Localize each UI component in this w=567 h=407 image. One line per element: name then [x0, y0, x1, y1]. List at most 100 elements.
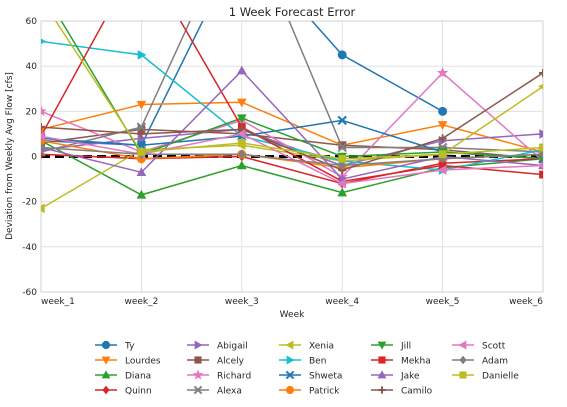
- series-danielle: [54, 21, 543, 163]
- legend-label: Lourdes: [125, 357, 161, 367]
- legend-label: Diana: [125, 372, 151, 382]
- legend-marker: [378, 356, 386, 364]
- legend-item: Camilo: [371, 386, 433, 397]
- data-point: [337, 187, 348, 197]
- legend-item: Ty: [95, 340, 135, 352]
- data-point: [237, 139, 246, 147]
- legend-label: Ben: [309, 357, 326, 367]
- x-axis-label: Week: [280, 310, 305, 320]
- data-point: [338, 160, 347, 171]
- data-point: [41, 131, 45, 142]
- legend-item: Richard: [187, 369, 251, 382]
- data-point: [236, 65, 247, 75]
- x-tick-label: week_4: [325, 297, 359, 307]
- series-line: [41, 21, 543, 153]
- data-point: [539, 129, 543, 139]
- legend-marker: [378, 386, 386, 394]
- x-stroke: [538, 157, 543, 164]
- data-point: [438, 134, 447, 143]
- legend-item: Abigail: [187, 340, 248, 352]
- legend-item: Alexa: [187, 385, 242, 397]
- x-tick-label: week_5: [426, 297, 460, 307]
- series-line: [54, 21, 543, 160]
- chart-title: 1 Week Forecast Error: [229, 5, 356, 19]
- data-point: [539, 149, 543, 160]
- data-point: [236, 160, 247, 170]
- legend-marker: [192, 369, 204, 380]
- data-point: [41, 123, 45, 132]
- series-line: [41, 72, 543, 171]
- series-line: [41, 21, 543, 183]
- legend-item: Scott: [452, 340, 506, 352]
- legend-item: Danielle: [452, 371, 519, 382]
- data-point: [136, 122, 147, 132]
- legend-label: Mekha: [401, 357, 431, 367]
- legend-marker: [194, 340, 203, 350]
- series-line: [41, 153, 543, 185]
- axes: -60 -40 -20 0 20 40 60 week_1 week_2 week_3 week_4…: [22, 17, 544, 307]
- data-point: [137, 129, 146, 138]
- series-line: [41, 146, 543, 167]
- legend-marker: [285, 370, 295, 380]
- legend-label: Ty: [124, 342, 135, 352]
- legend-label: Richard: [217, 372, 251, 382]
- legend-marker: [101, 356, 111, 365]
- data-point: [338, 154, 347, 163]
- legend-marker: [286, 355, 295, 365]
- data-point: [236, 98, 247, 108]
- data-point: [137, 148, 146, 156]
- x-stroke: [285, 370, 295, 380]
- data-point: [337, 178, 346, 189]
- legend-label: Alcely: [217, 357, 245, 367]
- x-tick-label: week_3: [225, 297, 259, 307]
- data-point: [136, 189, 147, 199]
- legend-label: Scott: [482, 342, 506, 352]
- series-camilo: [41, 68, 543, 175]
- data-point: [437, 165, 447, 175]
- x-stroke: [337, 115, 347, 126]
- legend-label: Alexa: [217, 387, 242, 397]
- data-point: [41, 142, 45, 153]
- legend-marker: [101, 340, 111, 350]
- legend-marker: [459, 371, 467, 379]
- legend-marker: [377, 341, 387, 350]
- y-tick-label: -60: [22, 288, 37, 298]
- legend-item: Alcely: [187, 356, 245, 367]
- y-tick-label: 0: [31, 153, 37, 163]
- legend-marker: [459, 355, 467, 365]
- y-tick-label: -20: [22, 198, 37, 208]
- data-point: [539, 143, 543, 152]
- y-tick-label: 40: [26, 62, 38, 72]
- x-tick-label: week_6: [509, 297, 543, 307]
- data-point: [337, 50, 347, 60]
- legend-marker: [101, 370, 111, 379]
- y-tick-label: 20: [26, 107, 38, 117]
- legend-item: Quinn: [95, 385, 152, 397]
- data-point: [136, 167, 147, 177]
- data-point: [436, 66, 449, 78]
- y-axis-label: Deviation from Weekly Avg Flow [cfs]: [5, 72, 15, 240]
- data-point: [41, 38, 47, 45]
- legend-label: Quinn: [125, 387, 152, 397]
- data-point: [539, 170, 543, 179]
- data-point: [236, 129, 246, 139]
- legend-label: Jake: [400, 372, 420, 382]
- data-point: [137, 50, 147, 60]
- data-point: [438, 150, 447, 159]
- series-line: [41, 85, 543, 210]
- legend-marker: [194, 356, 202, 364]
- series-line: [41, 133, 543, 185]
- legend-item: Mekha: [371, 356, 431, 367]
- data-point: [437, 121, 448, 130]
- x-tick-label: week_2: [124, 297, 158, 307]
- x-stroke: [337, 142, 347, 153]
- data-point: [136, 100, 147, 110]
- legend-item: Shweta: [279, 370, 342, 382]
- y-tick-label: -40: [22, 243, 37, 253]
- data-point: [337, 142, 347, 153]
- legend-item: Xenia: [279, 340, 334, 352]
- legend-marker: [285, 340, 294, 350]
- legend-item: Lourdes: [95, 357, 161, 367]
- data-point: [537, 162, 543, 169]
